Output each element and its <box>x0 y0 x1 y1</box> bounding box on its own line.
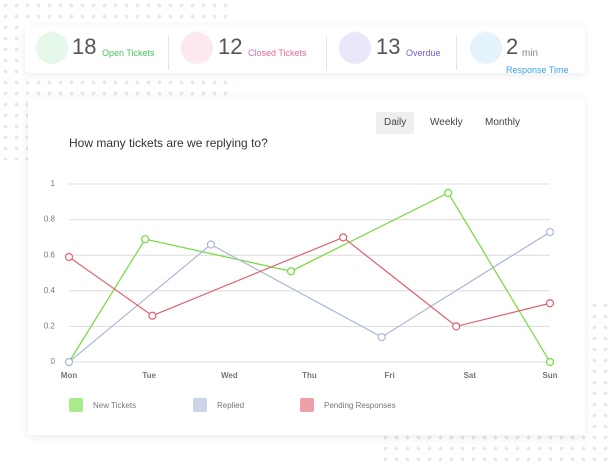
legend-swatch <box>193 398 207 412</box>
point <box>452 322 461 331</box>
point <box>286 267 296 276</box>
point <box>64 252 74 262</box>
icon-closed <box>181 32 213 64</box>
point <box>377 332 386 342</box>
stat-value: 12 <box>218 34 243 59</box>
icon-overdue <box>339 32 371 64</box>
y-tick-label: 1 <box>51 179 56 188</box>
chart-title: How many tickets are we replying to? <box>69 136 268 150</box>
point <box>141 235 150 244</box>
line <box>68 236 551 328</box>
legend-swatch <box>69 398 83 412</box>
y-tick-label: 0.4 <box>44 286 56 295</box>
y-tick-label: 0.8 <box>44 215 56 224</box>
point <box>339 233 348 242</box>
legend-swatch <box>300 398 314 412</box>
x-tick-label: Tue <box>142 371 156 380</box>
y-tick-label: 0.2 <box>44 322 56 331</box>
point <box>444 188 453 197</box>
tab[interactable]: Daily <box>376 112 415 134</box>
x-tick-label: Wed <box>221 371 238 380</box>
tab[interactable]: Monthly <box>485 117 521 128</box>
stat-unit: min <box>522 48 539 59</box>
stat-label: Open Tickets <box>102 48 155 58</box>
point <box>148 311 157 320</box>
stat-label: Response Time <box>506 65 569 75</box>
legend-label: Pending Responses <box>324 401 396 410</box>
divider <box>168 36 169 70</box>
x-tick-label: Fri <box>385 371 395 380</box>
point <box>206 240 215 249</box>
y-tick-label: 0 <box>51 357 56 366</box>
icon-time <box>470 32 502 64</box>
x-tick-label: Sun <box>542 371 557 380</box>
x-tick-label: Mon <box>61 371 78 380</box>
point <box>545 299 555 308</box>
x-tick-label: Thu <box>302 371 317 380</box>
icon-open <box>36 32 68 64</box>
point <box>64 357 74 367</box>
x-tick-label: Sat <box>464 371 477 380</box>
divider <box>326 36 327 70</box>
y-tick-label: 0.6 <box>44 250 56 259</box>
legend-label: Replied <box>217 401 244 410</box>
tab[interactable]: Weekly <box>430 117 463 128</box>
line <box>68 231 551 363</box>
point <box>545 357 555 367</box>
point <box>545 227 555 237</box>
stat-value: 18 <box>72 34 97 59</box>
divider <box>456 36 457 70</box>
stat-value: 2 <box>506 34 519 59</box>
stat-label: Closed Tickets <box>248 48 307 58</box>
stat-label: Overdue <box>406 48 441 58</box>
legend-label: New Tickets <box>93 401 136 410</box>
stat-value: 13 <box>376 34 401 59</box>
